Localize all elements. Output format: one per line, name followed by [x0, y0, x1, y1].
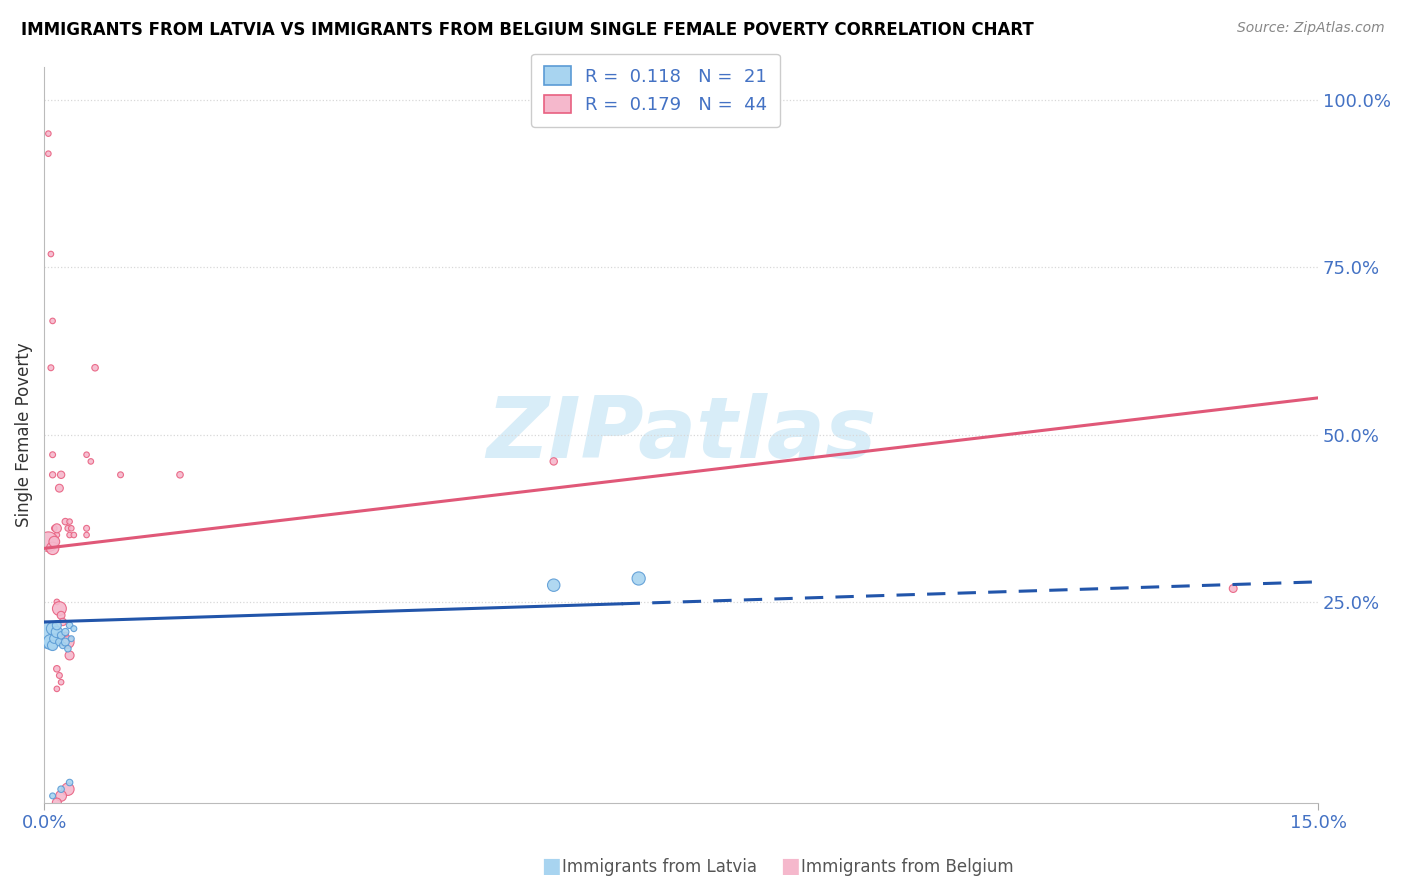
Point	[45, 618, 67, 632]
Point	[84, 360, 107, 375]
Point	[49, 675, 72, 690]
Text: IMMIGRANTS FROM LATVIA VS IMMIGRANTS FROM BELGIUM SINGLE FEMALE POVERTY CORRELAT: IMMIGRANTS FROM LATVIA VS IMMIGRANTS FRO…	[21, 21, 1033, 38]
Legend: R =  0.118   N =  21, R =  0.179   N =  44: R = 0.118 N = 21, R = 0.179 N = 44	[531, 54, 780, 127]
Point	[63, 622, 86, 636]
Point	[543, 454, 565, 468]
Point	[58, 618, 80, 632]
Point	[58, 648, 80, 663]
Text: Immigrants from Belgium: Immigrants from Belgium	[801, 858, 1014, 876]
Point	[60, 521, 83, 535]
Point	[45, 796, 67, 810]
Point	[58, 515, 80, 529]
Point	[76, 448, 98, 462]
Point	[627, 572, 650, 586]
Point	[76, 521, 98, 535]
Point	[45, 528, 67, 542]
Point	[37, 127, 59, 141]
Point	[76, 528, 98, 542]
Point	[41, 789, 63, 803]
Point	[49, 782, 72, 797]
Point	[49, 608, 72, 623]
Point	[53, 635, 76, 649]
Point	[41, 541, 63, 556]
Point	[45, 662, 67, 676]
Point	[41, 448, 63, 462]
Point	[39, 247, 62, 261]
Point	[63, 528, 86, 542]
Point	[37, 628, 59, 642]
Point	[48, 668, 70, 682]
Point	[49, 628, 72, 642]
Point	[41, 639, 63, 653]
Point	[52, 615, 75, 629]
Point	[53, 625, 76, 640]
Point	[110, 467, 132, 482]
Point	[44, 534, 66, 549]
Point	[60, 632, 83, 646]
Point	[41, 314, 63, 328]
Point	[49, 467, 72, 482]
Point	[169, 467, 191, 482]
Point	[56, 521, 79, 535]
Point	[41, 622, 63, 636]
Point	[45, 681, 67, 696]
Point	[48, 635, 70, 649]
Text: Immigrants from Latvia: Immigrants from Latvia	[562, 858, 758, 876]
Point	[56, 641, 79, 656]
Point	[58, 528, 80, 542]
Point	[58, 775, 80, 789]
Point	[37, 146, 59, 161]
Point	[56, 635, 79, 649]
Text: ZIPatlas: ZIPatlas	[486, 393, 876, 476]
Point	[48, 481, 70, 495]
Point	[37, 534, 59, 549]
Point	[48, 601, 70, 615]
Point	[49, 789, 72, 803]
Text: ■: ■	[541, 856, 561, 876]
Point	[1222, 582, 1244, 596]
Text: ■: ■	[780, 856, 800, 876]
Point	[543, 578, 565, 592]
Point	[44, 632, 66, 646]
Point	[80, 454, 103, 468]
Point	[45, 521, 67, 535]
Point	[44, 521, 66, 535]
Text: Source: ZipAtlas.com: Source: ZipAtlas.com	[1237, 21, 1385, 35]
Point	[39, 635, 62, 649]
Point	[56, 782, 79, 797]
Point	[45, 625, 67, 640]
Y-axis label: Single Female Poverty: Single Female Poverty	[15, 343, 32, 527]
Point	[39, 360, 62, 375]
Point	[45, 595, 67, 609]
Point	[41, 467, 63, 482]
Point	[53, 628, 76, 642]
Point	[52, 639, 75, 653]
Point	[53, 515, 76, 529]
